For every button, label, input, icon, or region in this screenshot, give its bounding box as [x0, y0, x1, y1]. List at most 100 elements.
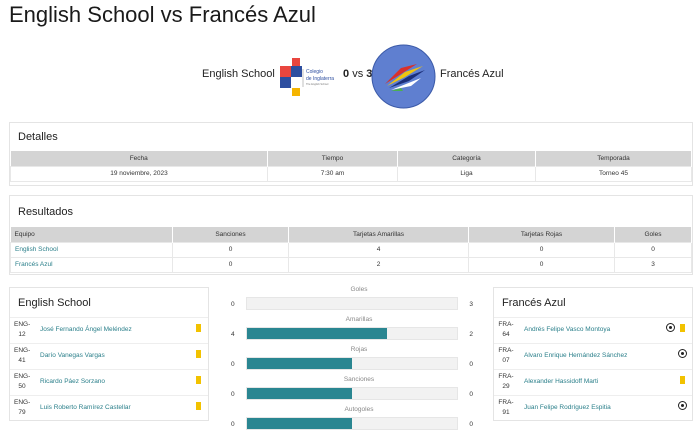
- value-temporada: Torneo 45: [535, 165, 692, 182]
- player-code: FRA- 29: [498, 373, 514, 390]
- home-team-name[interactable]: English School: [202, 68, 275, 80]
- player-name-link[interactable]: Darío Vanegas Vargas: [40, 352, 105, 359]
- player-name-link[interactable]: Juan Felipe Rodríguez Espitia: [524, 404, 611, 411]
- yellow-card-icon: [680, 376, 685, 384]
- logo-text-1: Colegio: [306, 69, 323, 75]
- list-item: ENG- 41 Darío Vanegas Vargas: [10, 343, 208, 369]
- table-row: Francés Azul 0 2 0 3: [10, 256, 692, 273]
- header-amarillas: Tarjetas Amarillas: [288, 227, 469, 242]
- stat-bar-fill: [247, 358, 352, 369]
- list-item: FRA- 91 Juan Felipe Rodríguez Espitia: [494, 395, 692, 421]
- stat-away-value: 0: [469, 421, 473, 428]
- list-item: FRA- 07 Alvaro Enrique Hernández Sánchez: [494, 343, 692, 369]
- stat-row: Rojas 0 0: [228, 346, 490, 376]
- header-equipo: Equipo: [10, 227, 173, 242]
- stat-row: Autogoles 0 0: [228, 406, 490, 436]
- logo-text-2: de Inglaterra: [306, 76, 334, 82]
- cell: 0: [172, 256, 289, 273]
- stat-home-value: 0: [231, 421, 235, 428]
- stat-bar-fill: [247, 418, 352, 429]
- list-item: ENG- 79 Luis Roberto Ramírez Castellar: [10, 395, 208, 421]
- stat-bar: [246, 357, 458, 370]
- value-fecha: 19 noviembre, 2023: [10, 165, 268, 182]
- away-team-name[interactable]: Francés Azul: [440, 68, 504, 80]
- player-name-link[interactable]: Luis Roberto Ramírez Castellar: [40, 404, 131, 411]
- details-card: Detalles Fecha Tiempo Categoría Temporad…: [9, 122, 693, 186]
- header-sanciones: Sanciones: [172, 227, 289, 242]
- header-fecha: Fecha: [10, 151, 268, 166]
- vs-label: vs: [352, 68, 364, 80]
- value-categoria: Liga: [397, 165, 536, 182]
- cell: 0: [614, 241, 692, 258]
- goal-ball-icon: [666, 323, 675, 332]
- match-header: English School Colegio de Inglaterra The…: [0, 44, 700, 109]
- header-categoria: Categoría: [397, 151, 536, 166]
- player-code: ENG- 41: [14, 347, 31, 364]
- yellow-card-icon: [196, 402, 201, 410]
- yellow-card-icon: [196, 324, 201, 332]
- goal-ball-icon: [678, 349, 687, 358]
- stat-label: Rojas: [350, 346, 368, 353]
- stat-bar: [246, 387, 458, 400]
- away-roster-title: Francés Azul: [502, 297, 566, 309]
- results-title: Resultados: [18, 206, 74, 218]
- player-name-link[interactable]: José Fernando Ángel Meléndez: [40, 326, 132, 333]
- away-score: 3: [366, 68, 373, 80]
- away-roster-card: Francés Azul FRA- 64 Andrés Felipe Vasco …: [493, 287, 693, 421]
- player-name-link[interactable]: Alexander Hassidoff Marti: [524, 378, 599, 385]
- stat-away-value: 3: [469, 301, 473, 308]
- cell: 2: [288, 256, 469, 273]
- team-link[interactable]: English School: [10, 241, 173, 258]
- stat-row: Goles 0 3: [228, 286, 490, 316]
- stat-bar-fill: [247, 388, 352, 399]
- frances-azul-logo: [371, 44, 436, 109]
- value-tiempo: 7:30 am: [267, 165, 398, 182]
- header-temporada: Temporada: [535, 151, 692, 166]
- player-name-link[interactable]: Alvaro Enrique Hernández Sánchez: [524, 352, 628, 359]
- player-code: ENG- 50: [14, 373, 31, 390]
- home-roster-title: English School: [18, 297, 91, 309]
- stat-row: Amarillas 4 2: [228, 316, 490, 346]
- header-rojas: Tarjetas Rojas: [468, 227, 615, 242]
- yellow-card-icon: [680, 324, 685, 332]
- stat-home-value: 4: [231, 331, 235, 338]
- home-roster-card: English School ENG- 12 José Fernando Ánge…: [9, 287, 209, 421]
- player-code: FRA- 07: [498, 347, 514, 364]
- list-item: ENG- 50 Ricardo Páez Sorzano: [10, 369, 208, 395]
- stat-label: Autogoles: [344, 406, 374, 413]
- cell: 4: [288, 241, 469, 258]
- player-name-link[interactable]: Andrés Felipe Vasco Montoya: [524, 326, 611, 333]
- stat-away-value: 0: [469, 391, 473, 398]
- player-code: ENG- 79: [14, 399, 31, 416]
- list-item: FRA- 64 Andrés Felipe Vasco Montoya: [494, 317, 692, 343]
- results-table: Equipo Sanciones Tarjetas Amarillas Tarj…: [10, 227, 692, 273]
- yellow-card-icon: [196, 376, 201, 384]
- yellow-card-icon: [196, 350, 201, 358]
- cell: 3: [614, 256, 692, 273]
- player-name-link[interactable]: Ricardo Páez Sorzano: [40, 378, 106, 385]
- stat-away-value: 0: [469, 361, 473, 368]
- details-table: Fecha Tiempo Categoría Temporada 19 novi…: [10, 151, 692, 182]
- table-row: English School 0 4 0 0: [10, 241, 692, 258]
- english-school-logo: Colegio de Inglaterra The English School: [280, 58, 334, 96]
- stat-home-value: 0: [231, 301, 235, 308]
- player-code: FRA- 64: [498, 321, 514, 338]
- list-item: FRA- 29 Alexander Hassidoff Marti: [494, 369, 692, 395]
- cell: 0: [172, 241, 289, 258]
- player-code: FRA- 91: [498, 399, 514, 416]
- cell: 0: [468, 256, 615, 273]
- stat-bar: [246, 327, 458, 340]
- logo-text-3: The English School: [306, 82, 329, 86]
- match-score: 0 vs 3: [343, 68, 372, 80]
- stat-home-value: 0: [231, 361, 235, 368]
- details-title: Detalles: [18, 131, 58, 143]
- stat-away-value: 2: [469, 331, 473, 338]
- header-tiempo: Tiempo: [267, 151, 398, 166]
- home-score: 0: [343, 68, 350, 80]
- list-item: ENG- 12 José Fernando Ángel Meléndez: [10, 317, 208, 343]
- stat-label: Amarillas: [345, 316, 373, 323]
- page-title: English School vs Francés Azul: [9, 2, 316, 27]
- team-link[interactable]: Francés Azul: [10, 256, 173, 273]
- stat-label: Sanciones: [343, 376, 375, 383]
- stat-label: Goles: [350, 286, 368, 293]
